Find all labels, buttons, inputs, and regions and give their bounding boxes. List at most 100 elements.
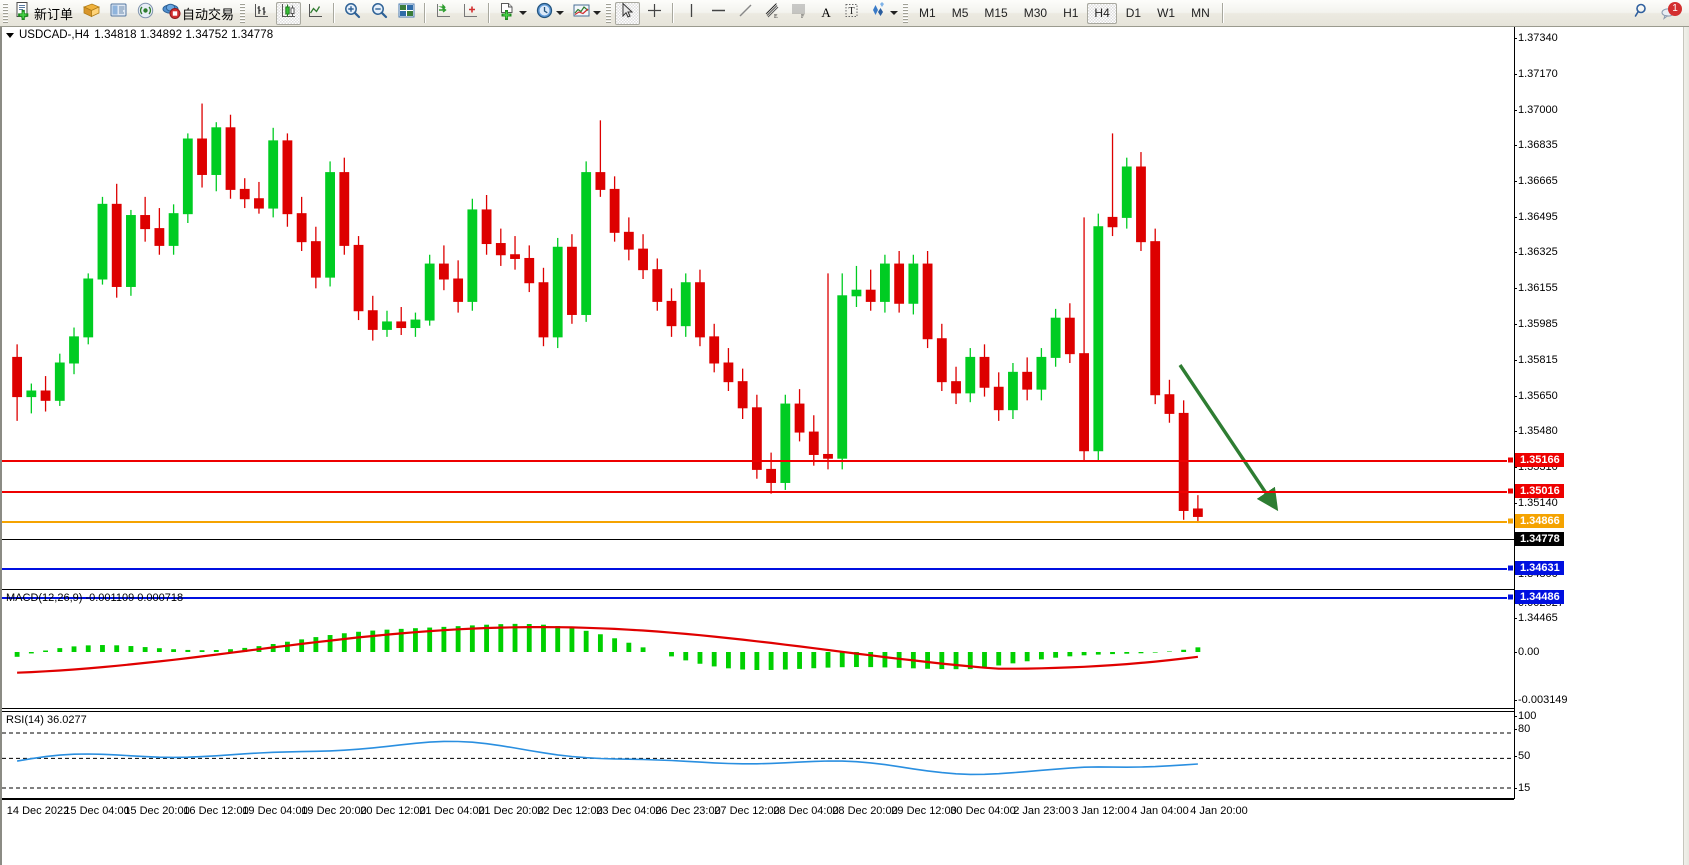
text-label-button[interactable]: T <box>839 2 864 25</box>
search-button[interactable] <box>1630 2 1655 25</box>
level-line-current-price[interactable] <box>2 539 1514 540</box>
macd-tick: 0.00 <box>1513 646 1540 658</box>
notification-button[interactable]: 1 <box>1657 1 1682 25</box>
level-tag-support-2[interactable]: 1.34486 <box>1515 590 1564 604</box>
price-axis-divider <box>1514 27 1515 799</box>
level-tag-resistance-1[interactable]: 1.35166 <box>1515 453 1564 467</box>
timeframe-h4[interactable]: H4 <box>1087 2 1117 24</box>
tile-windows-button[interactable] <box>394 2 419 25</box>
toolbar-grip-1[interactable] <box>3 3 8 23</box>
fibonacci-button[interactable]: F <box>787 2 812 25</box>
level-line-support-1[interactable] <box>2 568 1514 570</box>
auto-trading-button[interactable]: 自动交易 <box>160 2 238 25</box>
cursor-button[interactable] <box>615 1 641 25</box>
indicators-button[interactable] <box>495 2 530 25</box>
terminal-button[interactable] <box>106 2 131 25</box>
right-scrollbar-gutter[interactable] <box>1683 27 1689 865</box>
bar-chart-button[interactable] <box>249 2 274 25</box>
horizontal-line-button[interactable] <box>706 2 731 25</box>
rsi-tick: 80 <box>1513 723 1531 735</box>
objects-dropdown-caret[interactable] <box>890 11 899 15</box>
candlestick-chart-button[interactable] <box>276 1 302 25</box>
signal-button[interactable] <box>133 2 158 25</box>
equidistant-channel-button[interactable]: E <box>760 2 785 25</box>
periods-dropdown-caret[interactable] <box>556 11 565 15</box>
time-tick: 2 Jan 23:00 <box>1013 805 1071 817</box>
trendline-icon <box>736 1 755 25</box>
level-line-pivot[interactable] <box>2 521 1514 523</box>
time-tick: 15 Dec 20:00 <box>124 805 190 817</box>
toolbar-grip-3[interactable] <box>606 3 612 23</box>
level-tag-current-price[interactable]: 1.34778 <box>1515 532 1564 546</box>
level-handle-support-1[interactable] <box>1507 564 1514 572</box>
toolbar-separator-2 <box>424 3 427 23</box>
templates-icon <box>572 1 591 25</box>
level-tag-support-1[interactable]: 1.34631 <box>1515 561 1564 575</box>
time-tick: 26 Dec 23:00 <box>655 805 721 817</box>
macd-pane[interactable]: MACD(12,26,9) -0.001109 0.000718 <box>2 589 1514 709</box>
auto-trading-label: 自动交易 <box>182 7 235 23</box>
text-button[interactable]: A <box>814 2 837 25</box>
objects-button[interactable] <box>866 2 901 25</box>
timeframe-w1[interactable]: W1 <box>1157 6 1176 20</box>
wallet-button[interactable] <box>79 2 104 25</box>
rsi-label: RSI(14) 36.0277 <box>6 714 87 726</box>
timeframe-m1[interactable]: M1 <box>919 6 936 20</box>
timeframe-m30[interactable]: M30 <box>1023 6 1048 20</box>
time-tick: 4 Jan 04:00 <box>1131 805 1189 817</box>
price-tick: 1.37170 <box>1514 68 1558 80</box>
rsi-pane[interactable]: RSI(14) 36.0277 <box>2 711 1514 799</box>
auto-scroll-button[interactable] <box>458 2 483 25</box>
equidistant-channel-icon: E <box>763 1 782 25</box>
chart-title-bar: USDCAD-,H4 1.34818 1.34892 1.34752 1.347… <box>6 29 273 41</box>
level-handle-resistance-2[interactable] <box>1507 487 1514 495</box>
text-label-icon: T <box>842 1 861 25</box>
time-axis: 14 Dec 2022 15 Dec 04:00 15 Dec 20:00 16 De… <box>2 799 1514 823</box>
price-pane[interactable] <box>2 27 1514 587</box>
timeframe-m5[interactable]: M5 <box>951 6 969 20</box>
level-tag-pivot[interactable]: 1.34866 <box>1515 514 1564 528</box>
auto-scroll-icon <box>461 1 480 25</box>
horizontal-line-icon <box>709 1 728 25</box>
fibonacci-icon: F <box>790 1 809 25</box>
time-tick: 28 Dec 20:00 <box>832 805 898 817</box>
crosshair-button[interactable] <box>642 2 667 25</box>
time-tick: 16 Dec 12:00 <box>183 805 249 817</box>
periods-button[interactable] <box>532 2 567 25</box>
level-line-support-2[interactable] <box>2 597 1514 599</box>
timeframe-h1[interactable]: H1 <box>1063 6 1079 20</box>
time-tick: 19 Dec 04:00 <box>242 805 308 817</box>
level-tag-resistance-2[interactable]: 1.35016 <box>1515 484 1564 498</box>
timeframe-mn[interactable]: MN <box>1191 6 1210 20</box>
trendline-button[interactable] <box>733 2 758 25</box>
zoom-in-button[interactable] <box>340 2 365 25</box>
bar-chart-icon <box>252 1 271 25</box>
templates-dropdown-caret[interactable] <box>593 11 602 15</box>
toolbar-grip-4[interactable] <box>903 3 909 23</box>
toolbar-grip-2[interactable] <box>240 3 246 23</box>
time-tick: 29 Dec 12:00 <box>891 805 957 817</box>
level-line-resistance-1[interactable] <box>2 460 1514 462</box>
wallet-icon <box>82 1 101 25</box>
level-handle-pivot[interactable] <box>1507 517 1514 525</box>
level-handle-support-2[interactable] <box>1507 593 1514 601</box>
zoom-out-button[interactable] <box>367 2 392 25</box>
terminal-icon <box>109 1 128 25</box>
indicators-icon <box>498 1 517 25</box>
chart-shift-button[interactable] <box>431 2 456 25</box>
timeframe-m15[interactable]: M15 <box>984 6 1008 20</box>
rsi-tick: 100 <box>1513 710 1537 722</box>
svg-text:E: E <box>774 14 778 20</box>
time-tick: 23 Dec 04:00 <box>596 805 662 817</box>
level-line-resistance-2[interactable] <box>2 491 1514 493</box>
level-handle-resistance-1[interactable] <box>1507 456 1514 464</box>
vertical-line-button[interactable] <box>679 2 704 25</box>
templates-button[interactable] <box>569 2 604 25</box>
chart-menu-caret-icon[interactable] <box>6 32 14 38</box>
toolbar-separator-1 <box>333 3 336 23</box>
new-order-button[interactable]: 新订单 <box>12 2 77 25</box>
chart-area[interactable]: USDCAD-,H4 1.34818 1.34892 1.34752 1.347… <box>0 27 1689 865</box>
line-chart-button[interactable] <box>303 2 328 25</box>
indicators-dropdown-caret[interactable] <box>519 11 528 15</box>
timeframe-d1[interactable]: D1 <box>1125 6 1142 20</box>
